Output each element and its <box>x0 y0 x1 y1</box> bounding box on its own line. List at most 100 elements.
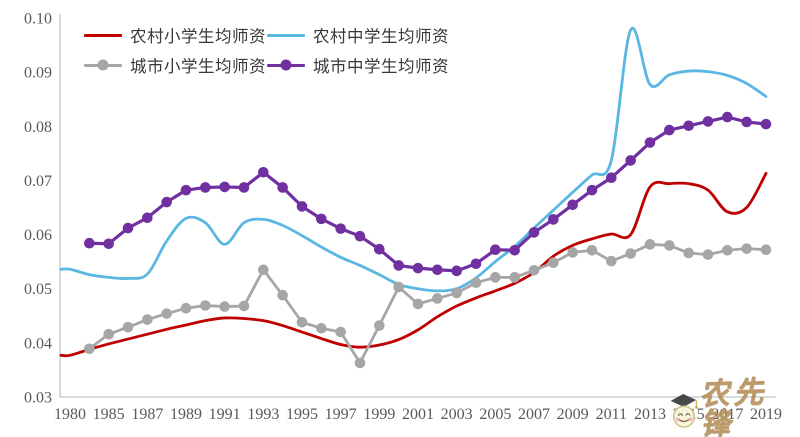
series-marker-urban-primary <box>702 249 714 260</box>
series-marker-urban-middle <box>470 258 482 270</box>
legend-marker-dot <box>97 59 109 71</box>
legend-item-urban-middle: 城市中学生均师资 <box>267 53 449 77</box>
legend-label-rural-primary: 农村小学生均师资 <box>130 28 266 46</box>
x-tick-label: 1993 <box>247 406 279 423</box>
legend-label-urban-primary: 城市小学生均师资 <box>130 58 266 76</box>
series-marker-urban-primary <box>683 247 694 259</box>
series-marker-urban-middle <box>335 223 346 234</box>
series-marker-urban-middle <box>200 182 211 193</box>
series-marker-urban-primary <box>296 316 308 328</box>
series-marker-urban-middle <box>84 237 95 249</box>
series-marker-urban-primary <box>586 244 598 256</box>
series-line-rural-primary <box>59 171 768 358</box>
x-tick-label: 1999 <box>363 406 395 423</box>
series-marker-urban-middle <box>103 238 114 250</box>
series-marker-urban-primary <box>606 255 617 267</box>
series-marker-urban-primary <box>161 308 172 319</box>
series-marker-urban-primary <box>219 301 230 312</box>
series-marker-urban-middle <box>509 244 520 256</box>
series-marker-urban-primary <box>722 244 733 256</box>
series-marker-urban-middle <box>180 184 192 196</box>
x-tick-label: 2009 <box>557 406 589 423</box>
series-marker-urban-primary <box>122 321 134 333</box>
series-marker-urban-primary <box>393 281 404 293</box>
y-tick-label: 0.08 <box>24 119 52 136</box>
y-tick-label: 0.07 <box>24 173 52 190</box>
x-tick-label: 1997 <box>325 406 357 423</box>
series-marker-urban-primary <box>84 343 95 355</box>
x-tick-label: 1989 <box>170 406 202 423</box>
series-marker-urban-primary <box>548 257 559 269</box>
series-marker-urban-primary <box>509 272 520 283</box>
series-marker-urban-primary <box>741 243 752 254</box>
series-marker-urban-primary <box>238 300 250 312</box>
legend-item-rural-primary: 农村小学生均师资 <box>84 23 267 47</box>
series-marker-urban-middle <box>567 199 578 211</box>
legend-line-swatch-rural-primary <box>84 33 122 37</box>
series-marker-urban-middle <box>296 201 308 212</box>
series-marker-urban-middle <box>548 214 559 225</box>
series-marker-urban-middle <box>644 137 656 148</box>
legend-item-rural-middle: 农村中学生均师资 <box>267 23 449 47</box>
legend-label-urban-middle: 城市中学生均师资 <box>313 58 449 76</box>
series-marker-urban-primary <box>200 300 211 311</box>
series-marker-urban-middle <box>238 182 250 193</box>
series-marker-urban-primary <box>277 289 288 301</box>
legend-line-swatch-rural-middle <box>267 33 305 37</box>
series-marker-urban-primary <box>528 265 540 276</box>
series-marker-urban-middle <box>606 172 617 184</box>
series-marker-urban-middle <box>412 262 424 274</box>
series-marker-urban-middle <box>625 155 636 166</box>
x-tick-label: 1991 <box>209 406 241 423</box>
series-marker-urban-primary <box>760 244 772 256</box>
series-marker-urban-middle <box>664 124 675 136</box>
y-tick-label: 0.05 <box>24 281 52 298</box>
y-tick-label: 0.03 <box>24 390 52 407</box>
y-tick-label: 0.04 <box>24 335 52 352</box>
series-marker-urban-middle <box>683 120 694 132</box>
series-marker-urban-primary <box>103 328 114 340</box>
series-marker-urban-primary <box>451 287 462 299</box>
series-marker-urban-middle <box>528 227 540 238</box>
series-marker-urban-primary <box>354 357 366 369</box>
x-tick-label: 2011 <box>596 406 627 423</box>
series-marker-urban-middle <box>393 260 404 271</box>
y-tick-label: 0.10 <box>24 11 52 28</box>
legend-item-urban-primary: 城市小学生均师资 <box>84 53 267 77</box>
series-marker-urban-middle <box>451 265 462 277</box>
series-marker-urban-primary <box>490 272 501 283</box>
x-tick-label: 2003 <box>441 406 473 423</box>
x-tick-label: 2013 <box>634 406 666 423</box>
series-marker-urban-primary <box>625 248 636 259</box>
x-tick-label: 1985 <box>93 406 125 423</box>
series-marker-urban-primary <box>470 277 482 289</box>
series-marker-urban-middle <box>354 230 366 242</box>
series-marker-urban-middle <box>760 118 772 130</box>
x-tick-label: 1980 <box>54 406 86 423</box>
legend-marker-dot <box>280 59 292 71</box>
series-marker-urban-primary <box>432 293 443 304</box>
series-marker-urban-middle <box>122 222 134 234</box>
series-marker-urban-middle <box>741 116 752 128</box>
series-marker-urban-primary <box>142 314 153 325</box>
y-tick-label: 0.06 <box>24 227 52 244</box>
series-marker-urban-middle <box>586 184 598 196</box>
series-marker-urban-primary <box>335 326 346 338</box>
series-marker-urban-middle <box>258 167 269 178</box>
x-tick-label: 2015 <box>673 406 705 423</box>
series-marker-urban-primary <box>412 298 424 310</box>
x-tick-label: 2019 <box>750 406 782 423</box>
x-tick-label: 2017 <box>711 406 743 423</box>
y-tick-label: 0.09 <box>24 65 52 82</box>
series-marker-urban-middle <box>142 212 153 224</box>
legend-label-rural-middle: 农村中学生均师资 <box>313 28 449 46</box>
x-tick-label: 2007 <box>518 406 550 423</box>
series-marker-urban-primary <box>644 239 656 250</box>
series-line-urban-primary <box>87 242 768 365</box>
series-marker-urban-middle <box>702 116 714 127</box>
series-marker-urban-primary <box>316 322 327 334</box>
series-marker-urban-primary <box>374 320 385 331</box>
series-marker-urban-middle <box>722 111 733 123</box>
